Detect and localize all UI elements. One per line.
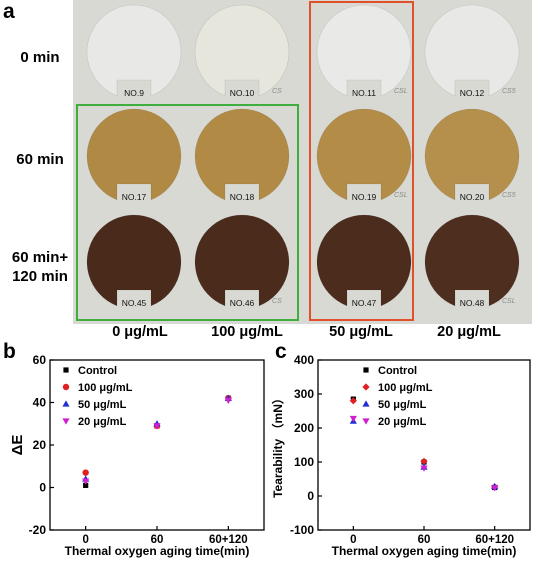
y-tick-label: 0 [307, 489, 314, 503]
y-tick-label: -100 [290, 523, 314, 537]
sample-disc: NO.18 [190, 108, 294, 212]
data-point [363, 367, 369, 373]
y-tick-label: 40 [33, 396, 47, 410]
data-point [62, 400, 70, 407]
y-axis-label: ΔE [9, 435, 26, 456]
data-point [362, 418, 370, 425]
col-label-50: 50 μg/mL [329, 324, 393, 340]
handwritten-mark: CS5 [502, 88, 516, 95]
data-point [362, 383, 370, 391]
x-tick-label: 0 [350, 534, 356, 546]
sample-disc: NO.20 CS5 [420, 108, 524, 212]
data-point [62, 418, 70, 425]
sample-number: NO.48 [459, 298, 485, 308]
handwritten-mark: CSL [394, 192, 408, 199]
legend-label: 100 μg/mL [378, 382, 433, 394]
x-tick-label: 60+120 [209, 534, 248, 546]
y-tick-label: 200 [294, 421, 314, 435]
col-label-0: 0 μg/mL [112, 324, 168, 340]
panel-label-c: c [275, 340, 287, 363]
legend-label: 50 μg/mL [378, 399, 427, 411]
row-label-60min: 60 min [16, 151, 64, 168]
y-tick-label: 400 [294, 353, 314, 367]
data-point [82, 478, 90, 485]
sample-disc: NO.17 [82, 108, 186, 212]
sample-disc: NO.48 CSL [420, 214, 524, 318]
handwritten-mark: CS5 [502, 192, 516, 199]
data-point [63, 367, 69, 373]
data-point [153, 423, 161, 430]
data-point [82, 469, 89, 476]
panel-label-b: b [3, 340, 16, 363]
x-tick-label: 60 [151, 534, 164, 546]
sample-disc: NO.47 [312, 214, 416, 318]
y-tick-label: 60 [33, 353, 47, 367]
sample-number: NO.12 [459, 88, 485, 98]
y-tick-label: 0 [39, 481, 46, 495]
legend-label: 100 μg/mL [78, 382, 133, 394]
data-point [224, 397, 232, 404]
sample-disc: NO.11 CSL [312, 4, 416, 108]
y-axis-label: Tearability （mN） [270, 392, 285, 498]
sample-number: NO.10 [229, 88, 255, 98]
sample-number: NO.46 [229, 298, 255, 308]
legend-label: 20 μg/mL [378, 416, 427, 428]
y-tick-label: 100 [294, 455, 314, 469]
red-highlight-box [309, 1, 414, 321]
data-point [83, 482, 89, 488]
row-label-0min: 0 min [20, 49, 60, 66]
data-point [349, 415, 357, 423]
y-tick-label: 20 [33, 438, 47, 452]
col-label-100: 100 μg/mL [211, 324, 283, 340]
sample-disc: NO.12 CS5 [420, 4, 524, 108]
sample-number: NO.19 [351, 192, 377, 202]
legend-label: Control [78, 365, 117, 377]
handwritten-mark: CS [272, 298, 282, 305]
y-tick-label: 300 [294, 387, 314, 401]
data-point [420, 457, 428, 465]
handwritten-mark: CS [272, 88, 282, 95]
x-tick-label: 60+120 [475, 534, 514, 546]
sample-disc: NO.19 CSL [312, 108, 416, 212]
sample-number: NO.9 [124, 88, 144, 98]
data-point [491, 485, 499, 492]
y-tick-label: -20 [29, 523, 47, 537]
handwritten-mark: CSL [394, 88, 408, 95]
data-point [62, 383, 70, 391]
handwritten-mark: CSL [502, 298, 516, 305]
legend-label: 20 μg/mL [78, 416, 127, 428]
sample-disc: NO.46 CS [190, 214, 294, 318]
legend-label: 50 μg/mL [78, 399, 127, 411]
sample-disc: NO.10 CS [190, 4, 294, 108]
sample-number: NO.45 [121, 298, 147, 308]
sample-disc: NO.45 [82, 214, 186, 318]
sample-number: NO.17 [121, 192, 147, 202]
x-axis-label: Thermal oxygen aging time(min) [65, 544, 250, 558]
x-tick-label: 60 [418, 534, 431, 546]
col-label-20: 20 μg/mL [437, 324, 501, 340]
green-highlight-box [76, 104, 299, 321]
data-point [362, 400, 370, 407]
data-point [420, 465, 428, 472]
panel-label-a: a [3, 0, 15, 23]
row-label-60-120min: 60 min+ 120 min [11, 249, 69, 285]
legend-label: Control [378, 365, 417, 377]
sample-disc: NO.9 [82, 4, 186, 108]
x-axis-label: Thermal oxygen aging time(min) [332, 544, 517, 558]
sample-number: NO.47 [351, 298, 377, 308]
sample-number: NO.11 [352, 88, 376, 98]
sample-number: NO.20 [459, 192, 485, 202]
sample-number: NO.18 [229, 192, 255, 202]
x-tick-label: 0 [82, 534, 88, 546]
